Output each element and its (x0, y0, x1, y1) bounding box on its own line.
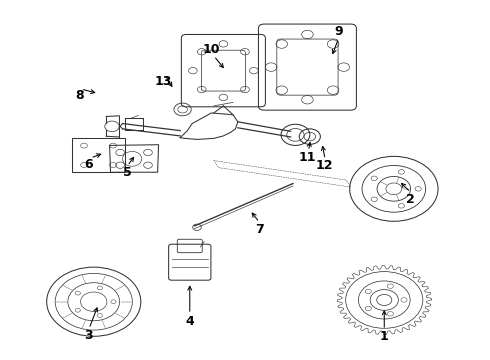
Text: 13: 13 (155, 75, 172, 88)
Bar (72, 138, 125, 172)
Text: 10: 10 (203, 43, 220, 56)
Text: 9: 9 (334, 25, 343, 38)
Text: 7: 7 (255, 223, 264, 236)
Text: 12: 12 (316, 159, 333, 172)
Text: 6: 6 (85, 158, 93, 171)
Text: 1: 1 (380, 330, 389, 343)
Text: 2: 2 (406, 193, 415, 206)
Text: 8: 8 (75, 89, 84, 102)
Text: 3: 3 (85, 329, 93, 342)
Text: 5: 5 (123, 166, 132, 179)
Text: 11: 11 (299, 150, 316, 163)
Text: 4: 4 (185, 315, 194, 328)
